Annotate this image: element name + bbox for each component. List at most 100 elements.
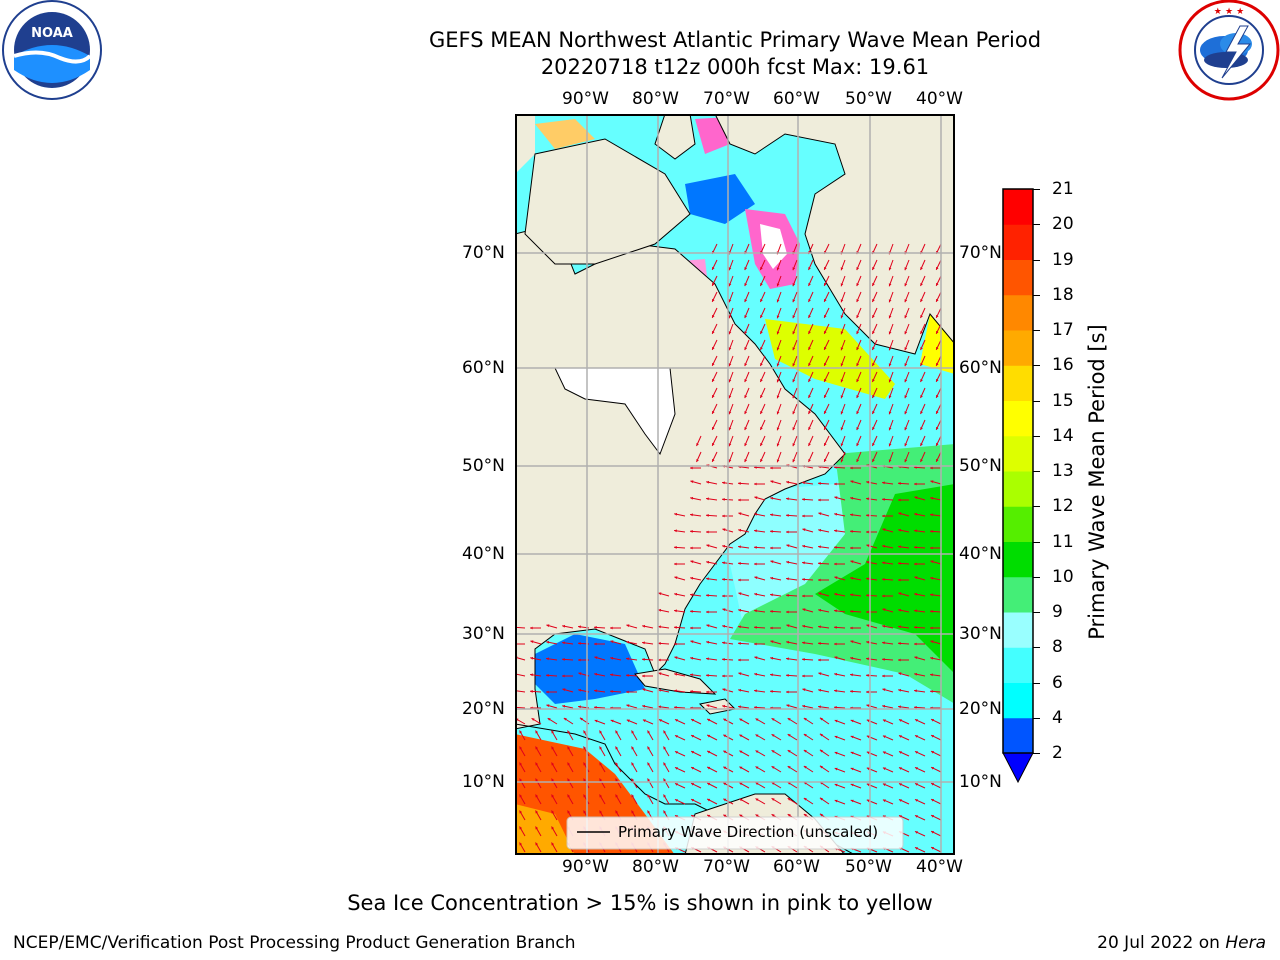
wave-direction-arrowhead <box>722 688 726 692</box>
wave-direction-arrowhead <box>819 765 823 769</box>
wave-direction-arrowhead <box>802 688 806 692</box>
wave-direction-arrowhead <box>898 578 901 582</box>
wave-direction-arrowhead <box>888 267 892 271</box>
wave-direction-arrowhead <box>738 562 741 565</box>
wave-direction-arrowhead <box>786 657 789 661</box>
colorbar-tick-mark <box>1033 365 1040 367</box>
wave-direction-arrowhead <box>583 746 587 750</box>
colorbar-tick-label: 12 <box>1052 496 1074 517</box>
wave-direction-arrowhead <box>728 363 732 367</box>
wave-direction-arrowhead <box>920 427 923 430</box>
wave-direction-arrowhead <box>535 730 539 734</box>
wave-direction-arrowhead <box>920 363 923 366</box>
wave-direction-arrowhead <box>920 315 923 318</box>
wave-direction-arrowhead <box>786 530 789 534</box>
wave-direction-arrowhead <box>562 658 565 661</box>
wave-direction-arrowhead <box>914 656 918 660</box>
wave-direction-arrowhead <box>872 315 875 318</box>
wave-direction-arrowhead <box>930 560 934 564</box>
wave-direction-arrowhead <box>744 315 748 319</box>
wave-direction-arrowhead <box>776 331 780 335</box>
footer-credit: NCEP/EMC/Verification Post Processing Pr… <box>13 933 576 953</box>
wave-direction-arrowhead <box>722 514 725 518</box>
wave-direction-arrowhead <box>642 719 646 723</box>
wave-direction-arrowhead <box>674 546 677 549</box>
wave-direction-arrowhead <box>787 734 791 737</box>
wave-direction-arrowhead <box>739 766 743 770</box>
wave-direction-arrowhead <box>535 842 539 846</box>
colorbar-tick-label: 21 <box>1052 179 1074 199</box>
colorbar-tick-label: 14 <box>1052 425 1074 446</box>
wave-direction-arrowhead <box>904 459 908 463</box>
wave-direction-arrowhead <box>808 283 811 286</box>
wave-direction-arrowhead <box>674 609 677 613</box>
wave-direction-arrowhead <box>754 592 758 596</box>
chart-title-line2: 20220718 t12z 000h fcst Max: 19.61 <box>540 55 930 79</box>
lat-label-right-60n: 60°N <box>959 358 1002 378</box>
colorbar-segment <box>1003 717 1033 754</box>
wave-direction-arrowhead <box>898 498 901 502</box>
colorbar-tick-mark <box>1033 294 1040 296</box>
wave-direction-arrowhead <box>920 379 923 382</box>
wave-direction-arrowhead <box>760 379 763 382</box>
wave-direction-arrowhead <box>856 331 860 335</box>
lon-label-bottom-50w: 50°W <box>845 857 892 877</box>
wave-direction-arrowhead <box>808 459 811 462</box>
wave-direction-arrowhead <box>738 658 741 662</box>
lat-label-left-60n: 60°N <box>462 358 505 378</box>
wave-direction-arrowhead <box>771 798 775 801</box>
wave-direction-arrowhead <box>818 482 821 485</box>
wave-direction-arrowhead <box>706 497 709 501</box>
wave-direction-arrowhead <box>712 362 715 366</box>
wave-direction-arrowhead <box>674 656 678 660</box>
wave-direction-arrowhead <box>755 814 759 818</box>
wave-direction-arrowhead <box>642 688 646 692</box>
wave-direction-arrowhead <box>882 608 886 612</box>
wave-direction-arrowhead <box>850 690 853 693</box>
wave-direction-arrowhead <box>744 379 748 383</box>
colorbar-under-triangle <box>1002 752 1034 784</box>
wave-direction-arrowhead <box>712 330 715 334</box>
wave-direction-arrowhead <box>914 609 917 613</box>
wave-direction-arrowhead <box>792 443 796 447</box>
wave-direction-arrowhead <box>706 610 709 614</box>
lon-label-bottom-40w: 40°W <box>916 857 963 877</box>
wave-direction-arrowhead <box>728 267 732 271</box>
wave-direction-arrowhead <box>888 379 892 383</box>
wave-direction-arrowhead <box>754 672 758 676</box>
wave-direction-arrowhead <box>904 347 908 351</box>
wave-direction-arrowhead <box>818 578 821 582</box>
wave-direction-arrowhead <box>856 411 860 415</box>
wave-direction-arrowhead <box>712 298 715 302</box>
lat-label-right-30n: 30°N <box>959 624 1002 644</box>
wave-direction-arrowhead <box>626 704 630 708</box>
wave-direction-arrowhead <box>819 797 823 801</box>
wave-direction-arrowhead <box>723 782 727 786</box>
wave-direction-arrowhead <box>663 810 667 814</box>
wave-direction-arrowhead <box>755 750 759 754</box>
wave-direction-arrowhead <box>760 459 763 462</box>
colorbar-segment <box>1003 435 1033 472</box>
colorbar-segment <box>1003 224 1033 260</box>
wave-direction-arrowhead <box>760 411 763 414</box>
wave-period-map: Primary Wave Direction (unscaled) <box>515 114 955 855</box>
wave-direction-arrowhead <box>675 799 678 802</box>
wave-direction-arrowhead <box>722 528 726 532</box>
wave-direction-arrowhead <box>786 640 790 644</box>
wave-direction-arrowhead <box>707 782 711 786</box>
colorbar-tick-mark <box>1033 224 1040 226</box>
wave-direction-arrowhead <box>691 815 695 818</box>
wave-direction-arrowhead <box>818 608 822 612</box>
wave-direction-arrowhead <box>930 626 933 630</box>
wave-direction-arrowhead <box>818 562 821 565</box>
wave-direction-arrowhead <box>744 395 748 399</box>
wave-direction-arrowhead <box>920 299 923 302</box>
wave-direction-arrowhead <box>690 546 693 550</box>
wave-direction-arrowhead <box>770 466 773 470</box>
wave-direction-arrowhead <box>722 561 725 565</box>
wave-direction-arrowhead <box>866 657 869 661</box>
wave-direction-arrowhead <box>808 443 811 446</box>
wave-direction-arrowhead <box>819 717 823 721</box>
wave-direction-arrowhead <box>920 347 923 350</box>
wave-direction-arrowhead <box>850 799 854 803</box>
